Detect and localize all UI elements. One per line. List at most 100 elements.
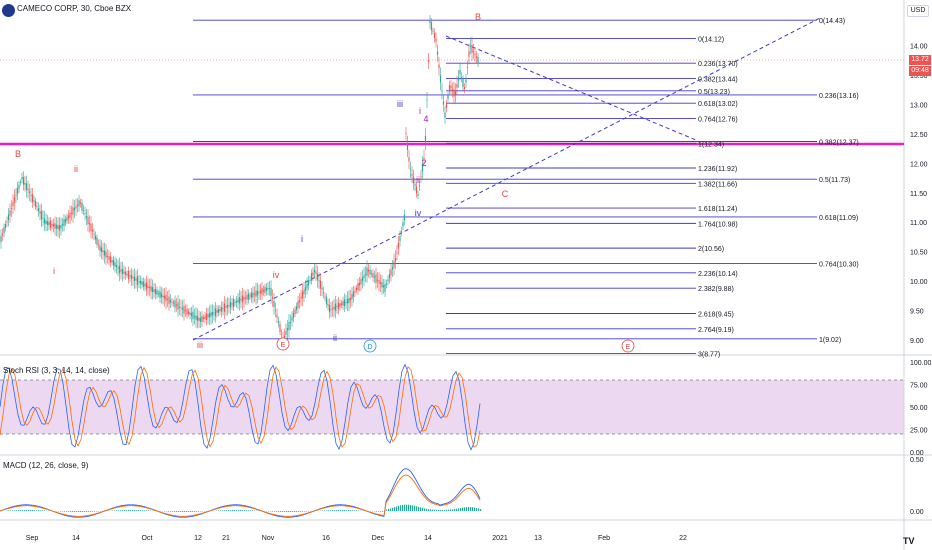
candle (150, 285, 152, 292)
candle (217, 308, 220, 313)
symbol-title[interactable]: CAMECO CORP, 30, Cboe BZX (17, 4, 132, 13)
macd-histogram-bar (420, 507, 422, 511)
candle (93, 233, 95, 235)
candle (352, 291, 355, 297)
candle (165, 295, 167, 302)
macd-histogram-bar (340, 510, 342, 511)
candle (280, 333, 283, 335)
macd-histogram-bar (226, 510, 228, 511)
candle (85, 216, 88, 218)
candle (463, 87, 466, 90)
candle (307, 280, 310, 286)
candle (423, 157, 425, 159)
candle (301, 291, 304, 299)
macd-histogram-bar (80, 511, 82, 512)
macd-histogram-bar (64, 511, 66, 512)
candle (433, 32, 436, 39)
macd-histogram-bar (140, 510, 142, 511)
candle (145, 282, 148, 290)
macd-histogram-bar (118, 510, 120, 511)
candle (264, 286, 266, 294)
candle (169, 299, 172, 303)
candle (172, 302, 175, 304)
macd-histogram-bar (126, 510, 128, 511)
macd-histogram-bar (128, 510, 130, 511)
trend-line-up[interactable] (192, 17, 821, 341)
candle (18, 184, 20, 189)
macd-label[interactable]: MACD (12, 26, close, 9) (3, 461, 89, 470)
macd-histogram-bar (376, 511, 378, 512)
candle (273, 301, 275, 307)
candle (298, 299, 301, 303)
fib-level-label: 1.236(11.92) (698, 166, 737, 173)
candle (283, 335, 286, 338)
candle (15, 194, 17, 197)
macd-histogram-bar (468, 506, 470, 511)
candle (300, 297, 302, 299)
candle (235, 301, 238, 303)
macd-histogram-bar (398, 505, 400, 511)
candle (243, 297, 245, 300)
candle (363, 275, 365, 279)
candle (181, 308, 184, 310)
candle (457, 77, 460, 81)
macd-histogram-bar (186, 511, 188, 512)
price-axis-tick: 14.00 (910, 44, 928, 51)
candle (475, 56, 478, 59)
macd-histogram-bar (422, 507, 424, 511)
macd-histogram-bar (440, 510, 442, 511)
candle (333, 306, 335, 310)
candle (460, 77, 463, 79)
macd-histogram-bar (40, 510, 42, 511)
fib-level-label: 3(8.77) (698, 352, 720, 359)
candle (132, 277, 134, 279)
candle (237, 299, 239, 303)
fib-level-label: 2.764(9.19) (698, 327, 734, 334)
candle (111, 260, 113, 263)
candle (133, 276, 136, 281)
candle (205, 313, 208, 320)
candle (6, 221, 8, 223)
macd-histogram-bar (196, 511, 198, 512)
tradingview-logo-icon[interactable]: TV (903, 536, 915, 546)
candle (127, 270, 130, 280)
macd-histogram-bar (404, 504, 406, 511)
price-axis-tick: 11.00 (910, 220, 927, 227)
price-axis-tick: 13.50 (910, 73, 928, 80)
wave-label: i (301, 234, 303, 244)
fib-level-label: 0.5(11.73) (819, 177, 850, 184)
candle (417, 194, 419, 196)
candle (106, 256, 109, 257)
fib-level-label: 2.382(9.88) (698, 286, 734, 293)
currency-badge[interactable]: USD (907, 5, 929, 17)
fib-level-label: 0(14.12) (698, 36, 724, 43)
candle (222, 308, 224, 309)
macd-histogram-bar (432, 509, 434, 511)
candle (469, 45, 472, 47)
macd-histogram-bar (20, 510, 22, 511)
stoch-rsi-label[interactable]: Stoch RSI (3, 3, 14, 14, close) (3, 366, 110, 375)
macd-histogram-bar (30, 510, 32, 511)
candle (297, 301, 299, 308)
candle (58, 225, 61, 231)
fib-level-label: 0(14.43) (819, 18, 845, 25)
trend-line-down[interactable] (445, 35, 697, 141)
candle (285, 331, 287, 335)
candle (366, 267, 368, 276)
candle (46, 221, 49, 225)
candle (267, 288, 269, 290)
candle (174, 300, 176, 308)
candle (76, 204, 79, 206)
candle (63, 219, 65, 227)
macd-histogram-bar (32, 510, 34, 511)
candle (414, 184, 416, 186)
fib-level-label: 2.618(9.45) (698, 311, 734, 318)
macd-histogram-bar (272, 511, 274, 512)
macd-histogram-bar (78, 511, 80, 512)
candle (277, 321, 280, 323)
macd-histogram-bar (396, 506, 398, 511)
macd-histogram-bar (246, 510, 248, 511)
macd-histogram-bar (298, 511, 300, 512)
